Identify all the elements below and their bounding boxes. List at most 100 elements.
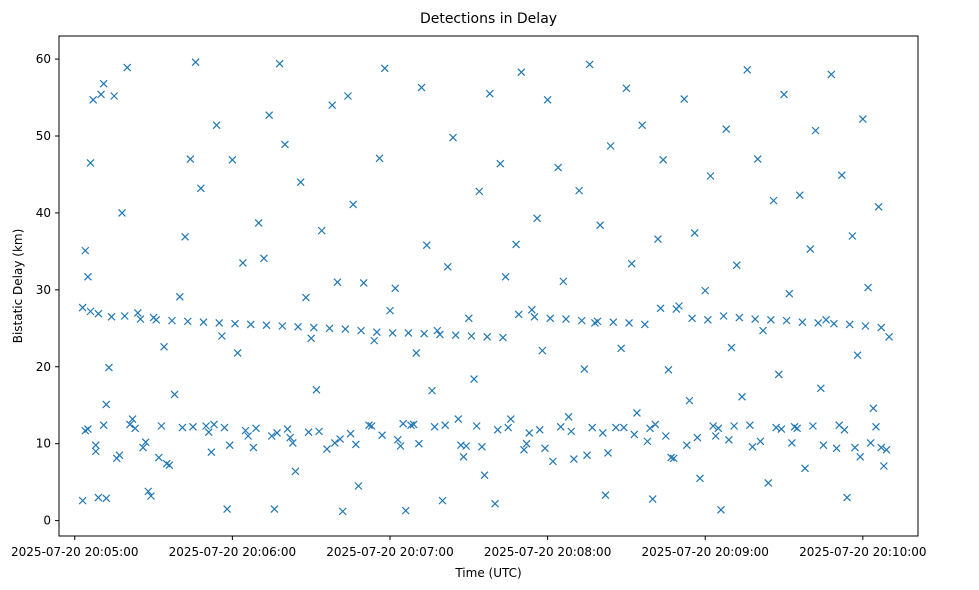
data-point [86, 158, 95, 167]
y-tick-label: 40 [36, 206, 51, 220]
data-point [661, 432, 670, 440]
data-point [351, 440, 360, 449]
data-point [848, 232, 857, 240]
data-point [861, 322, 870, 330]
y-tick-label: 30 [36, 283, 51, 297]
data-point [837, 171, 846, 180]
data-point [78, 303, 87, 312]
data-point [632, 408, 641, 417]
data-point [777, 425, 786, 434]
data-point [191, 58, 200, 67]
data-point [212, 121, 221, 130]
data-point [183, 317, 192, 326]
data-point [764, 478, 773, 487]
data-point [259, 254, 268, 263]
data-point [656, 304, 665, 313]
data-point [107, 312, 116, 321]
data-point [414, 439, 423, 448]
data-point [745, 421, 754, 430]
data-point [126, 420, 134, 429]
data-point [420, 329, 429, 338]
data-point [375, 154, 384, 163]
data-point [735, 313, 744, 322]
data-point [569, 455, 578, 464]
data-point [246, 320, 255, 329]
data-point [349, 200, 358, 209]
data-point [470, 375, 478, 384]
data-point [86, 307, 95, 316]
data-point [732, 261, 741, 270]
data-point [451, 331, 460, 340]
data-point [401, 506, 410, 515]
data-point [252, 424, 260, 433]
data-point [506, 415, 515, 424]
data-point [372, 328, 381, 337]
data-point [738, 392, 746, 401]
data-point [168, 316, 176, 325]
data-point [514, 310, 523, 319]
data-point [344, 92, 352, 100]
data-point [787, 438, 796, 447]
x-tick-label: 2025-07-20 20:09:00 [641, 545, 768, 559]
data-point [664, 365, 673, 374]
data-point [483, 332, 492, 341]
data-point [478, 442, 486, 451]
data-point [517, 68, 526, 77]
data-point [309, 323, 318, 332]
data-point [152, 315, 161, 324]
data-point [520, 445, 528, 454]
x-tick-label: 2025-07-20 20:08:00 [484, 545, 611, 559]
x-axis-label: Time (UTC) [454, 566, 521, 580]
data-point [714, 424, 723, 433]
data-point [283, 425, 292, 434]
data-point [874, 202, 883, 211]
data-point [94, 493, 103, 502]
data-point [133, 308, 142, 317]
data-point [241, 426, 250, 435]
data-point [753, 155, 762, 164]
data-point [186, 155, 195, 164]
data-point [525, 428, 534, 437]
data-point [175, 292, 184, 301]
data-point [81, 246, 90, 255]
data-point [530, 312, 539, 321]
data-point [869, 404, 878, 413]
data-point [89, 95, 98, 104]
data-point [882, 445, 891, 454]
data-point [118, 208, 126, 217]
data-point [806, 245, 815, 254]
data-point [441, 421, 450, 430]
data-point [743, 65, 752, 74]
data-point [104, 363, 113, 372]
data-point [128, 415, 137, 424]
data-point [97, 90, 105, 99]
data-point [223, 505, 232, 514]
data-point [546, 314, 555, 323]
data-point [583, 451, 591, 460]
data-point [853, 351, 862, 360]
data-point [785, 289, 794, 298]
data-point [433, 326, 442, 335]
data-point [307, 334, 316, 343]
data-point [288, 438, 297, 447]
y-tick-label: 0 [43, 514, 51, 528]
data-point [827, 70, 836, 79]
data-point [147, 492, 155, 500]
data-point [409, 420, 418, 429]
y-tick-label: 10 [36, 437, 51, 451]
data-point [548, 457, 557, 466]
data-point [491, 499, 499, 508]
data-point [78, 496, 87, 505]
data-point [141, 438, 150, 447]
data-point [756, 437, 765, 446]
data-point [856, 452, 865, 461]
data-point [102, 400, 111, 409]
data-point [136, 315, 145, 324]
data-point [543, 95, 552, 104]
data-point [225, 441, 234, 450]
data-point [659, 155, 668, 164]
data-point [449, 133, 457, 142]
data-point [354, 482, 363, 490]
data-point [499, 333, 507, 342]
data-point [562, 315, 570, 324]
